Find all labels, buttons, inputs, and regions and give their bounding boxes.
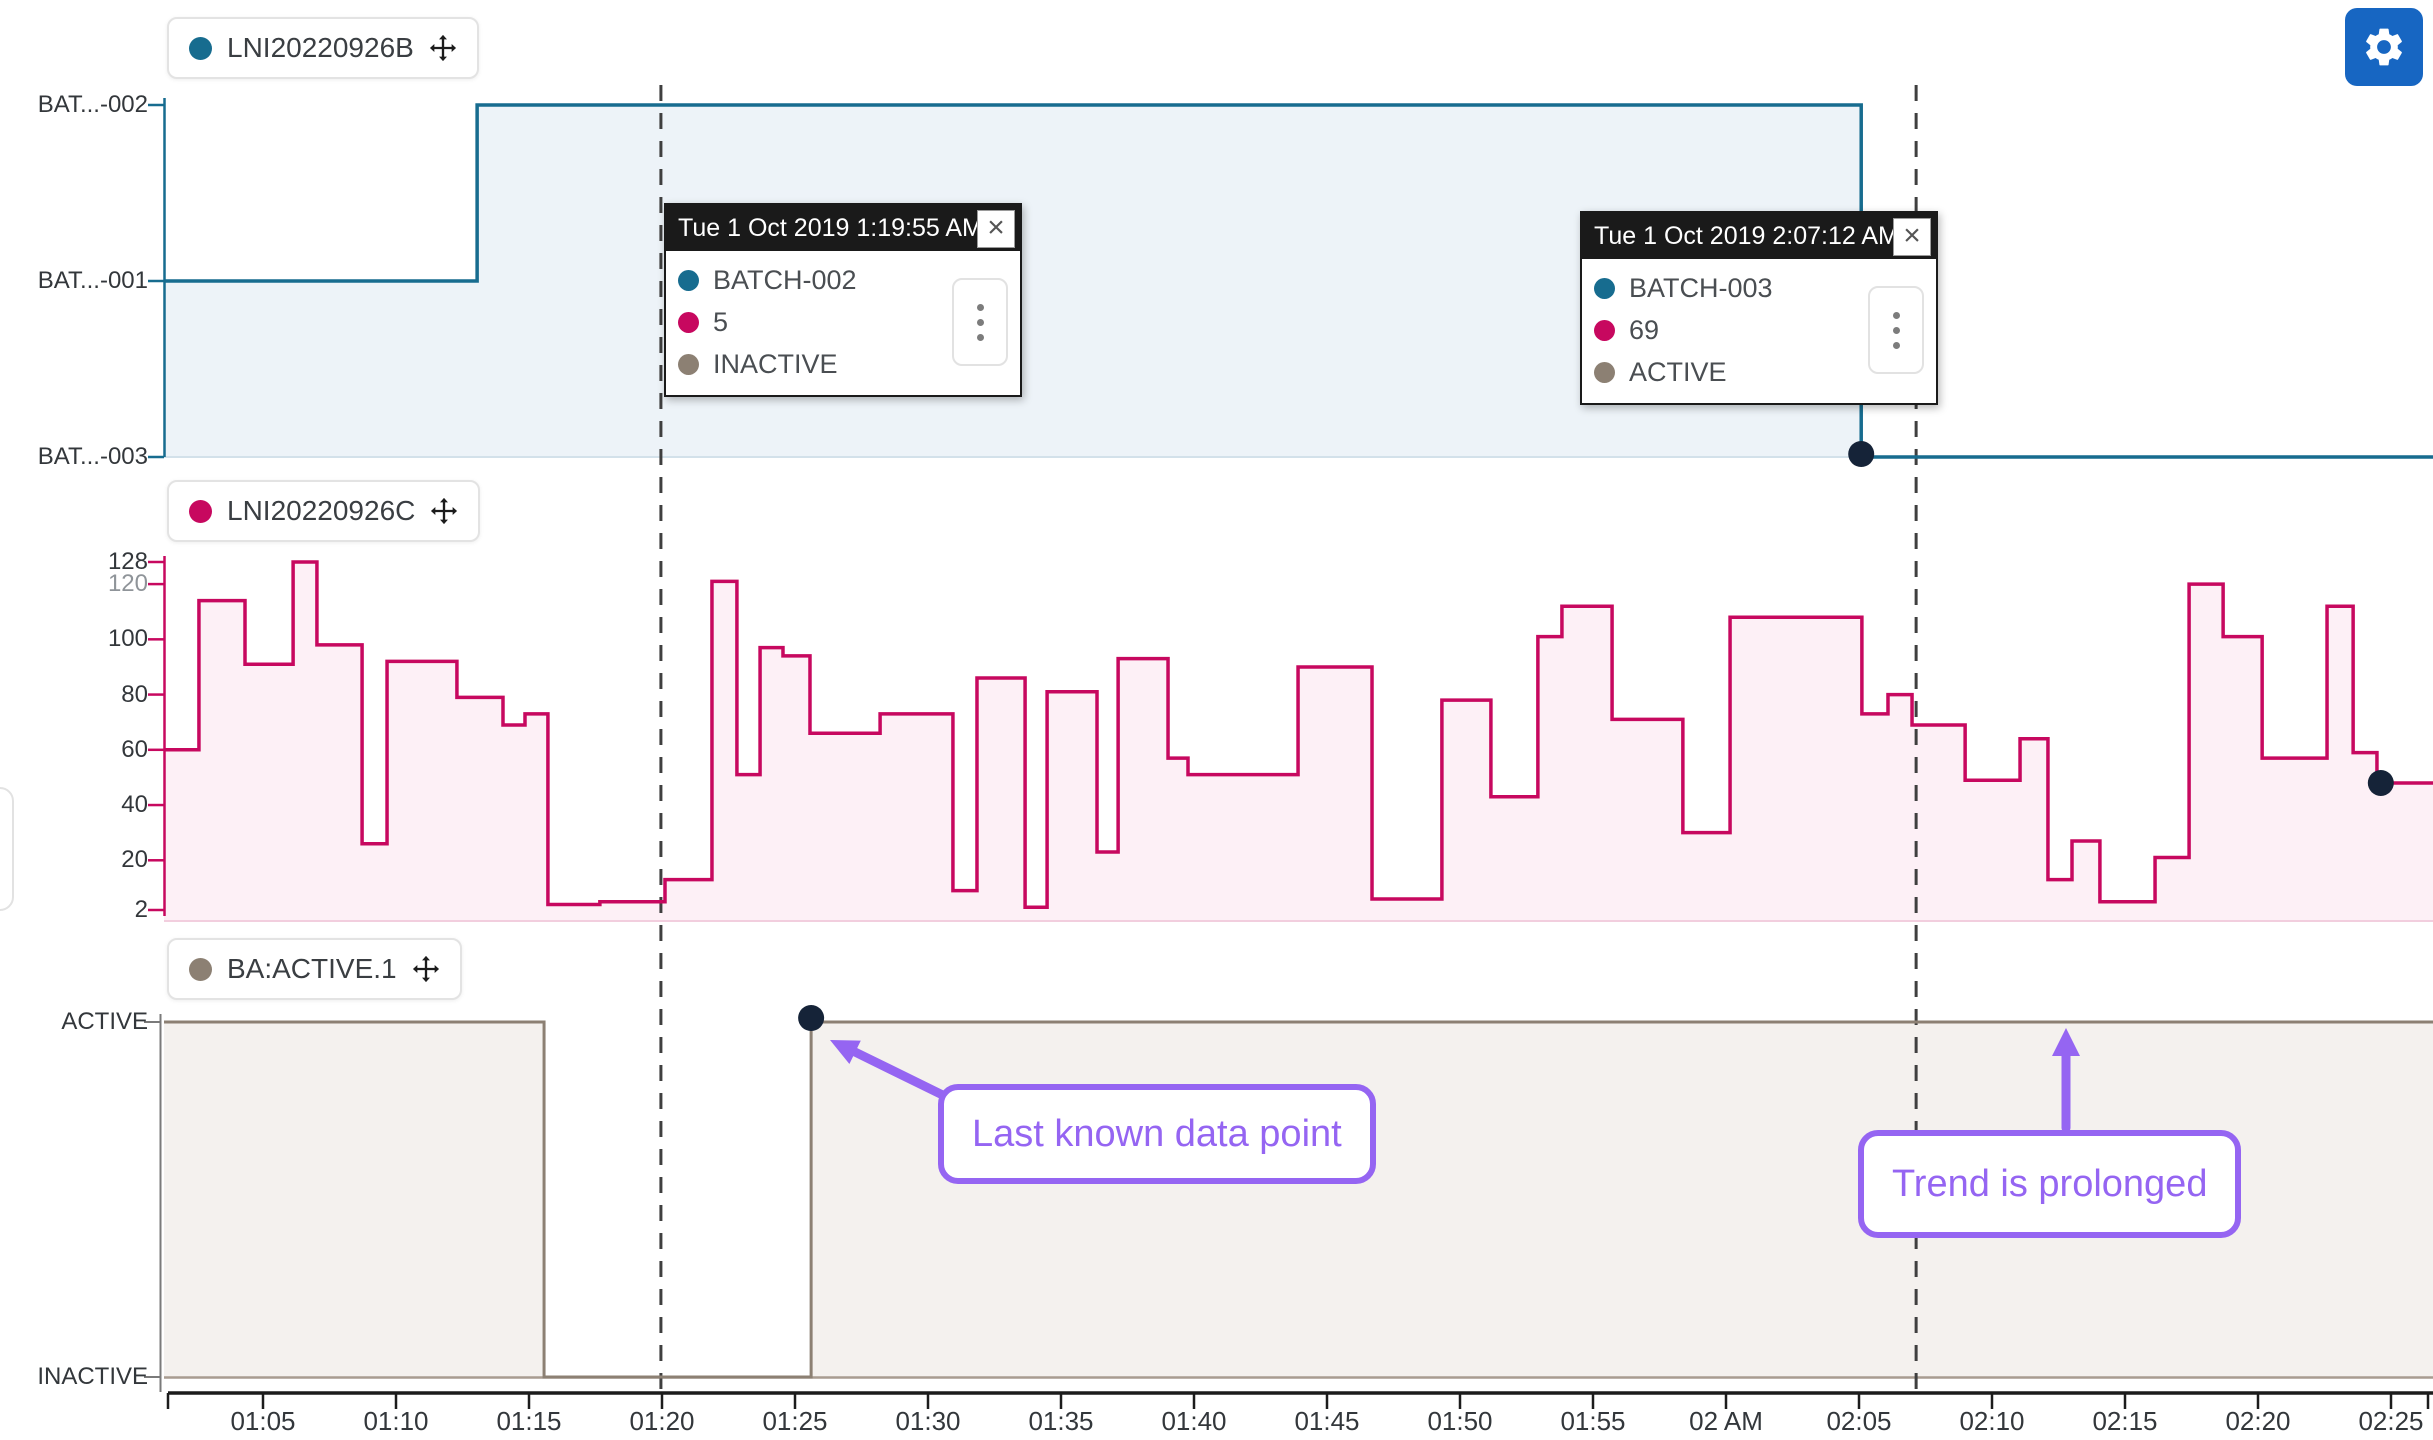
x-axis-tick-label: 01:50 (1385, 1406, 1535, 1437)
tooltip-header: Tue 1 Oct 2019 1:19:55 AM × (666, 205, 1020, 251)
y-axis-tick-label: 40 (0, 791, 148, 819)
close-icon[interactable]: × (1893, 218, 1931, 256)
tooltip-value: ACTIVE (1629, 357, 1727, 388)
series-color-dot (678, 270, 699, 291)
tooltip-row: 69 (1594, 311, 1868, 349)
move-icon[interactable] (429, 34, 457, 62)
annotation-trend-is-prolonged: Trend is prolonged (1858, 1130, 2241, 1238)
x-axis-tick-label: 02:20 (2183, 1406, 2333, 1437)
x-axis-tick-label: 02 AM (1651, 1406, 1801, 1437)
legend-chip-batch-series[interactable]: LNI20220926B (167, 17, 479, 79)
series-color-dot (189, 37, 212, 60)
tooltip-body: BATCH-003 69 ACTIVE (1582, 259, 1936, 403)
series-color-dot (678, 312, 699, 333)
x-axis-tick-label: 02:10 (1917, 1406, 2067, 1437)
y-axis-tick-label: 2 (0, 896, 148, 924)
tooltip-row: ACTIVE (1594, 353, 1868, 391)
series-color-dot (189, 500, 212, 523)
tooltip-timestamp: Tue 1 Oct 2019 1:19:55 AM (678, 214, 983, 243)
data-point-dot[interactable] (2368, 770, 2394, 796)
cursor-tooltip-2: Tue 1 Oct 2019 2:07:12 AM × BATCH-003 69… (1580, 211, 1938, 405)
tooltip-value: BATCH-002 (713, 265, 857, 296)
tooltip-row: BATCH-002 (678, 261, 952, 299)
x-axis-tick-label: 02:15 (2050, 1406, 2200, 1437)
legend-label: LNI20220926B (227, 32, 414, 64)
y-axis-tick-label: 80 (0, 681, 148, 709)
move-icon[interactable] (430, 497, 458, 525)
tooltip-row: 5 (678, 303, 952, 341)
tooltip-row: BATCH-003 (1594, 269, 1868, 307)
trend-display: LNI20220926B LNI20220926C BA:ACTIVE.1 BA… (0, 0, 2433, 1440)
legend-chip-state-series[interactable]: BA:ACTIVE.1 (167, 938, 462, 1000)
x-axis-tick-label: 02:25 (2316, 1406, 2433, 1437)
x-axis-tick-label: 01:15 (454, 1406, 604, 1437)
legend-label: BA:ACTIVE.1 (227, 953, 397, 985)
x-axis-tick-label: 01:35 (986, 1406, 1136, 1437)
kebab-menu-button[interactable] (1868, 286, 1924, 374)
y-axis-label: INACTIVE (0, 1363, 148, 1391)
series-color-dot (678, 354, 699, 375)
y-axis-label: ACTIVE (0, 1008, 148, 1036)
kebab-menu-button[interactable] (952, 278, 1008, 366)
x-axis-tick-label: 01:30 (853, 1406, 1003, 1437)
annotation-text: Last known data point (972, 1113, 1342, 1156)
y-axis-tick-label: 20 (0, 846, 148, 874)
data-point-dot[interactable] (798, 1005, 824, 1031)
tooltip-body: BATCH-002 5 INACTIVE (666, 251, 1020, 395)
data-point-dot[interactable] (1848, 441, 1874, 467)
y-axis-tick-label: 120 (0, 570, 148, 598)
y-axis-tick-label: 100 (0, 625, 148, 653)
x-axis-tick-label: 01:55 (1518, 1406, 1668, 1437)
x-axis-tick-label: 01:45 (1252, 1406, 1402, 1437)
y-axis-label: BAT...-003 (0, 443, 148, 471)
legend-chip-value-series[interactable]: LNI20220926C (167, 480, 480, 542)
y-axis-label: BAT...-002 (0, 91, 148, 119)
tooltip-timestamp: Tue 1 Oct 2019 2:07:12 AM (1594, 222, 1899, 251)
cursor-tooltip-1: Tue 1 Oct 2019 1:19:55 AM × BATCH-002 5 … (664, 203, 1022, 397)
x-axis-tick-label: 02:05 (1784, 1406, 1934, 1437)
settings-button[interactable] (2345, 8, 2423, 86)
tooltip-value: BATCH-003 (1629, 273, 1773, 304)
y-axis-tick-label: 60 (0, 736, 148, 764)
tooltip-value: 69 (1629, 315, 1659, 346)
series-color-dot (1594, 278, 1615, 299)
tooltip-header: Tue 1 Oct 2019 2:07:12 AM × (1582, 213, 1936, 259)
x-axis-tick-label: 01:25 (720, 1406, 870, 1437)
annotation-last-known-data-point: Last known data point (938, 1084, 1376, 1184)
move-icon[interactable] (412, 955, 440, 983)
x-axis-tick-label: 01:10 (321, 1406, 471, 1437)
x-axis-tick-label: 01:40 (1119, 1406, 1269, 1437)
annotation-text: Trend is prolonged (1892, 1163, 2207, 1206)
gear-icon (2361, 24, 2407, 70)
series-color-dot (1594, 362, 1615, 383)
legend-label: LNI20220926C (227, 495, 415, 527)
y-axis-label: BAT...-001 (0, 267, 148, 295)
tooltip-row: INACTIVE (678, 345, 952, 383)
series-color-dot (189, 958, 212, 981)
x-axis-tick-label: 01:20 (587, 1406, 737, 1437)
series-color-dot (1594, 320, 1615, 341)
x-axis-tick-label: 01:05 (188, 1406, 338, 1437)
tooltip-value: INACTIVE (713, 349, 838, 380)
tooltip-value: 5 (713, 307, 728, 338)
close-icon[interactable]: × (977, 210, 1015, 248)
